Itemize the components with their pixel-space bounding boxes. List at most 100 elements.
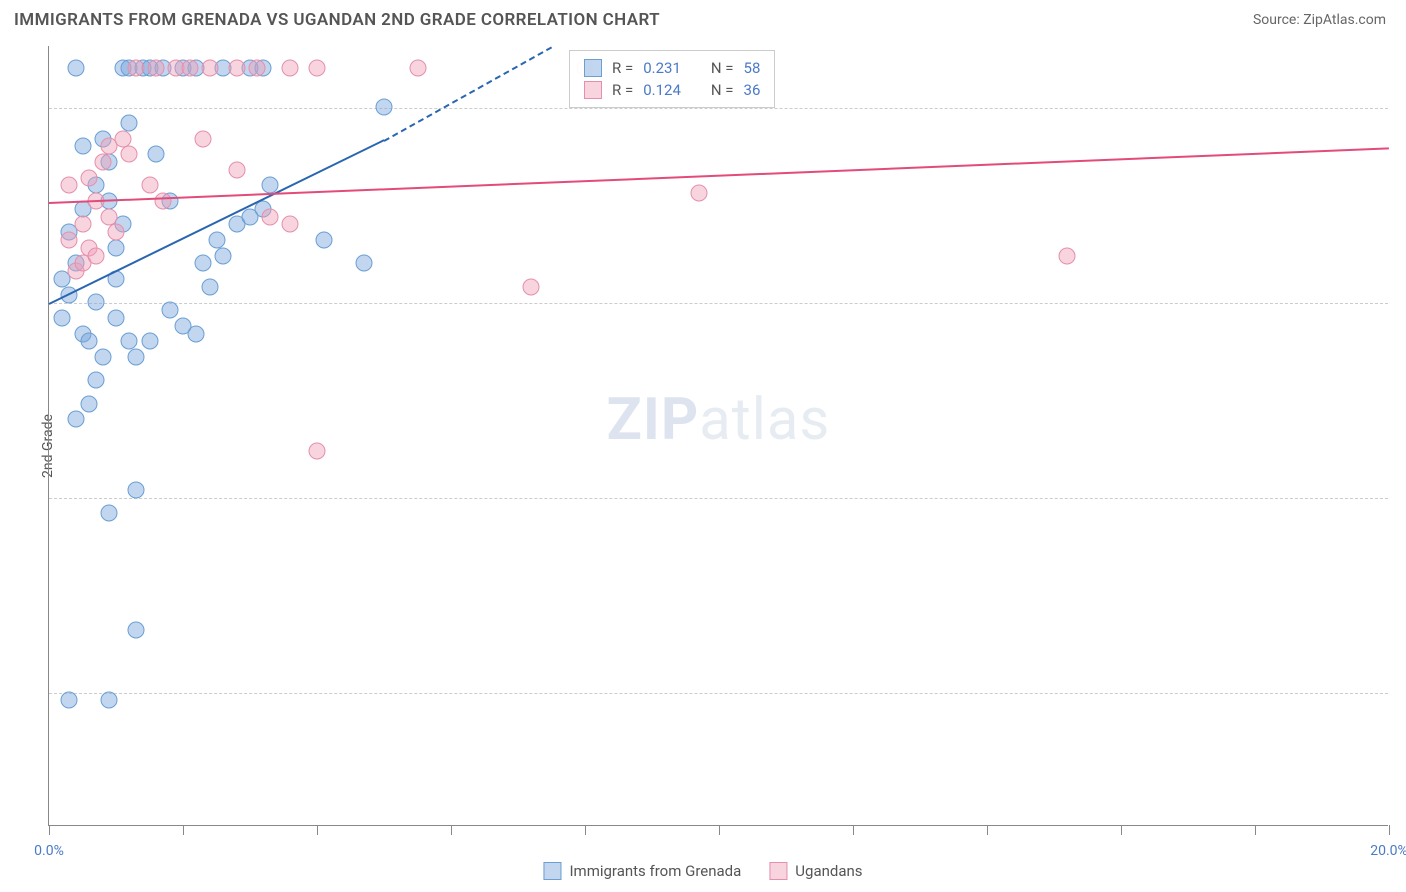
- data-point: [148, 146, 165, 163]
- data-point: [121, 115, 138, 132]
- data-point: [121, 146, 138, 163]
- legend-item: Ugandans: [769, 862, 862, 880]
- gridline-h: [49, 303, 1388, 304]
- data-point: [228, 161, 245, 178]
- gridline-h: [49, 108, 1388, 109]
- x-tick: [183, 825, 184, 835]
- y-tick-label: 97.5%: [1398, 295, 1406, 311]
- data-point: [101, 208, 118, 225]
- data-point: [262, 208, 279, 225]
- x-tick-label: 20.0%: [1370, 843, 1406, 859]
- legend-swatch: [769, 862, 787, 880]
- data-point: [201, 60, 218, 77]
- x-tick-label: 0.0%: [34, 843, 64, 859]
- legend-label: Ugandans: [795, 862, 862, 880]
- data-point: [228, 60, 245, 77]
- n-label: N =: [711, 59, 734, 77]
- x-tick: [451, 825, 452, 835]
- legend-swatch: [543, 862, 561, 880]
- data-point: [94, 154, 111, 171]
- x-tick: [1255, 825, 1256, 835]
- data-point: [355, 255, 372, 272]
- x-tick: [49, 825, 50, 835]
- legend-swatch: [584, 59, 602, 77]
- scatter-chart: ZIPatlas R =0.231N =58R =0.124N =36 92.5…: [48, 46, 1388, 826]
- data-point: [154, 193, 171, 210]
- watermark: ZIPatlas: [607, 386, 831, 454]
- r-value: 0.231: [643, 59, 681, 77]
- data-point: [81, 333, 98, 350]
- data-point: [67, 411, 84, 428]
- source-label: Source: ZipAtlas.com: [1253, 12, 1386, 28]
- x-tick: [317, 825, 318, 835]
- legend-stats-row: R = 0.231 N = 58: [584, 57, 760, 79]
- r-value: 0.124: [643, 81, 681, 99]
- data-point: [61, 232, 78, 249]
- data-point: [108, 310, 125, 327]
- data-point: [81, 169, 98, 186]
- legend-swatch: [584, 81, 602, 99]
- data-point: [195, 255, 212, 272]
- data-point: [309, 442, 326, 459]
- data-point: [248, 60, 265, 77]
- y-tick-label: 92.5%: [1398, 685, 1406, 701]
- x-tick: [853, 825, 854, 835]
- data-point: [161, 302, 178, 319]
- legend-label: Immigrants from Grenada: [569, 862, 741, 880]
- r-label: R =: [612, 59, 633, 77]
- data-point: [215, 247, 232, 264]
- data-point: [108, 224, 125, 241]
- data-point: [141, 333, 158, 350]
- x-tick: [987, 825, 988, 835]
- data-point: [74, 138, 91, 155]
- data-point: [67, 60, 84, 77]
- r-label: R =: [612, 81, 633, 99]
- data-point: [282, 216, 299, 233]
- chart-title: IMMIGRANTS FROM GRENADA VS UGANDAN 2ND G…: [14, 10, 660, 30]
- data-point: [87, 294, 104, 311]
- data-point: [1059, 247, 1076, 264]
- data-point: [282, 60, 299, 77]
- x-tick: [1121, 825, 1122, 835]
- data-point: [523, 278, 540, 295]
- data-point: [101, 505, 118, 522]
- n-value: 36: [744, 81, 761, 99]
- x-tick: [585, 825, 586, 835]
- data-point: [108, 239, 125, 256]
- data-point: [61, 692, 78, 709]
- gridline-h: [49, 693, 1388, 694]
- data-point: [309, 60, 326, 77]
- data-point: [690, 185, 707, 202]
- data-point: [61, 177, 78, 194]
- data-point: [114, 130, 131, 147]
- data-point: [128, 622, 145, 639]
- legend-stats-row: R = 0.124 N = 36: [584, 79, 760, 101]
- data-point: [128, 60, 145, 77]
- data-point: [87, 247, 104, 264]
- legend-item: Immigrants from Grenada: [543, 862, 741, 880]
- y-tick-label: 95.0%: [1398, 490, 1406, 506]
- trend-line: [49, 147, 1389, 204]
- data-point: [195, 130, 212, 147]
- data-point: [141, 177, 158, 194]
- data-point: [208, 232, 225, 249]
- data-point: [376, 99, 393, 116]
- data-point: [409, 60, 426, 77]
- data-point: [148, 60, 165, 77]
- n-value: 58: [744, 59, 761, 77]
- legend-stats-box: R = 0.231 N = 58 R = 0.124 N = 36: [569, 50, 775, 108]
- data-point: [87, 372, 104, 389]
- gridline-h: [49, 498, 1388, 499]
- data-point: [94, 349, 111, 366]
- data-point: [315, 232, 332, 249]
- data-point: [101, 692, 118, 709]
- legend-bottom: Immigrants from Grenada Ugandans: [543, 862, 862, 880]
- data-point: [54, 310, 71, 327]
- x-tick: [1389, 825, 1390, 835]
- data-point: [188, 325, 205, 342]
- data-point: [181, 60, 198, 77]
- data-point: [74, 216, 91, 233]
- x-tick: [719, 825, 720, 835]
- n-label: N =: [711, 81, 734, 99]
- data-point: [121, 333, 138, 350]
